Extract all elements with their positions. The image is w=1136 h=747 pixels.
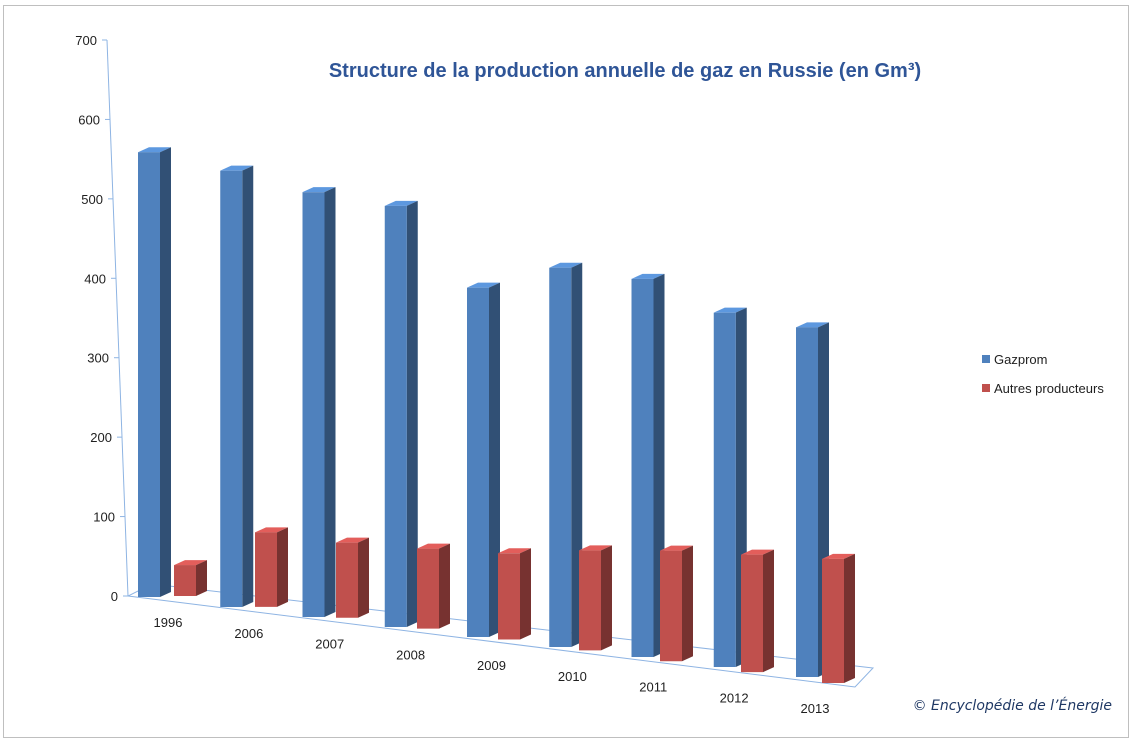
bar-gazprom-2007 xyxy=(302,187,336,618)
x-tick-label: 2011 xyxy=(639,680,667,695)
y-axis-ticks: 0 100 200 300 400 500 600 700 xyxy=(75,33,128,604)
legend: Gazprom Autres producteurs xyxy=(982,350,1104,408)
x-tick-label: 1996 xyxy=(154,615,183,630)
legend-label-gazprom: Gazprom xyxy=(994,351,1048,367)
x-tick-label: 2007 xyxy=(315,637,344,652)
bar-autres-2010 xyxy=(579,545,612,651)
bar-autres-2013 xyxy=(822,553,855,683)
x-tick-label: 2006 xyxy=(234,626,263,641)
y-tick-label: 600 xyxy=(78,112,100,127)
bar-gazprom-2011 xyxy=(631,273,665,657)
bar-gazprom-2008 xyxy=(384,200,418,627)
x-tick-label: 2009 xyxy=(477,658,506,673)
bar-autres-2011 xyxy=(660,545,693,662)
legend-swatch-autres xyxy=(982,384,990,392)
y-tick-label: 700 xyxy=(75,33,97,48)
bar-autres-2009 xyxy=(498,548,531,640)
bar-autres-2012 xyxy=(741,549,774,673)
y-tick-label: 300 xyxy=(87,351,109,366)
bar-autres-2006 xyxy=(255,527,288,607)
bar-gazprom-1996 xyxy=(138,147,171,597)
y-tick-label: 500 xyxy=(81,192,103,207)
legend-label-autres: Autres producteurs xyxy=(994,380,1104,396)
x-axis-labels: 1996 2006 2007 2008 2009 2010 2011 2012 2013 xyxy=(154,615,830,716)
bar-autres-2008 xyxy=(417,543,450,629)
legend-item-gazprom: Gazprom xyxy=(982,350,1104,368)
chart-title: Structure de la production annuelle de g… xyxy=(329,60,921,82)
bar-autres-1996 xyxy=(174,560,207,596)
y-tick-label: 0 xyxy=(111,589,118,604)
legend-item-autres: Autres producteurs xyxy=(982,379,1104,397)
x-tick-label: 2010 xyxy=(558,669,587,684)
bar-gazprom-2006 xyxy=(220,165,254,607)
bars xyxy=(138,147,855,683)
legend-swatch-gazprom xyxy=(982,355,990,363)
y-tick-label: 200 xyxy=(90,430,112,445)
x-tick-label: 2013 xyxy=(801,701,830,716)
credit-text: © Encyclopédie de l’Énergie xyxy=(912,698,1112,714)
bar-autres-2007 xyxy=(336,537,369,618)
x-tick-label: 2008 xyxy=(396,647,425,662)
y-tick-label: 100 xyxy=(93,510,115,525)
bar-gazprom-2010 xyxy=(549,262,583,647)
chart-frame xyxy=(3,5,1129,738)
y-tick-label: 400 xyxy=(84,271,106,286)
x-tick-label: 2012 xyxy=(720,690,749,705)
bar-gazprom-2009 xyxy=(467,282,500,637)
